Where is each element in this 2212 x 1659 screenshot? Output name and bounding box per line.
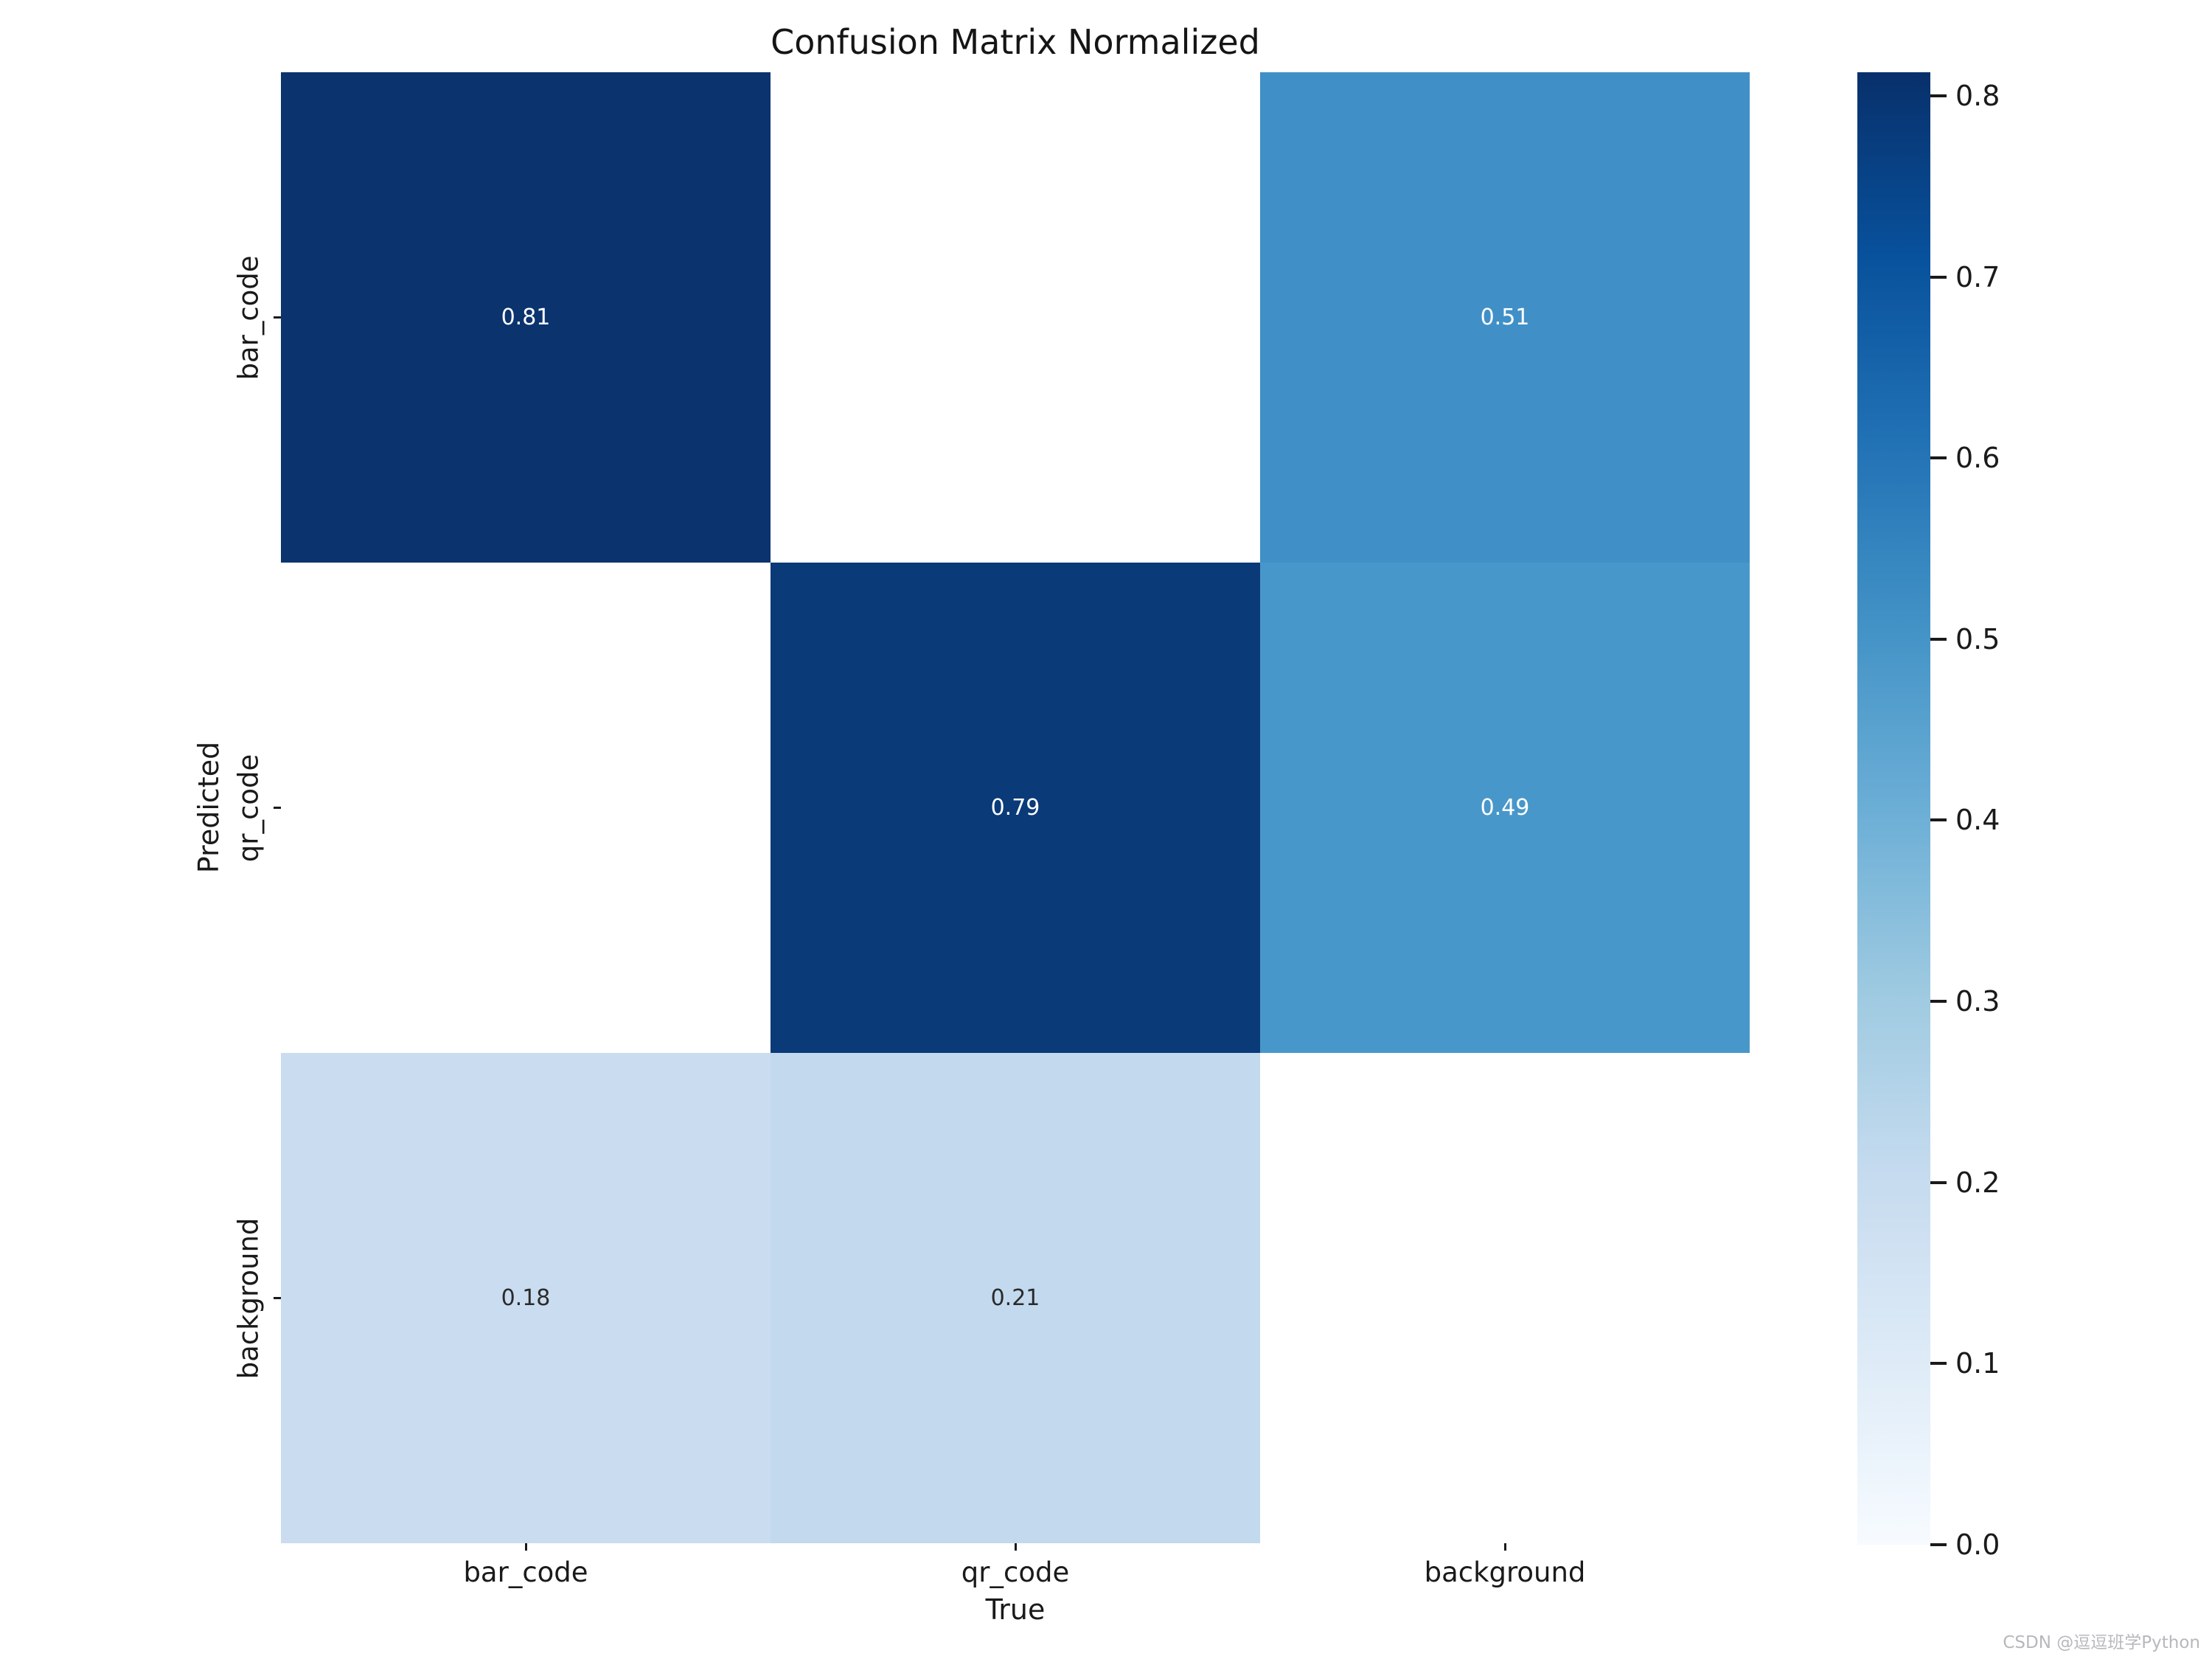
y-tick-mark [274,807,281,809]
colorbar-tick-mark [1930,1543,1947,1546]
colorbar-tick-label-0.8: 0.8 [1955,79,2000,112]
heatmap-cell-background-background [1260,1053,1750,1543]
y-tick-mark [274,316,281,319]
colorbar-tick-label-0.6: 0.6 [1955,442,2000,475]
colorbar-tick-mark [1930,1180,1947,1184]
x-tick-mark [1014,1543,1017,1551]
colorbar-tick-mark [1930,456,1947,460]
colorbar [1857,72,1930,1545]
colorbar-tick-mark [1930,94,1947,97]
colorbar-tick-label-0.4: 0.4 [1955,804,2000,837]
x-tick-mark [1503,1543,1506,1551]
y-axis-label: Predicted [192,741,225,874]
x-tick-label-background: background [1424,1557,1586,1588]
heatmap-cell-qr_code-qr_code: 0.79 [771,563,1260,1053]
x-tick-label-qr_code: qr_code [961,1557,1070,1588]
colorbar-tick-mark [1930,275,1947,279]
colorbar-tick-mark [1930,637,1947,641]
watermark: CSDN @逗逗班学Python [2003,1633,2200,1652]
chart-title: Confusion Matrix Normalized [771,22,1260,62]
heatmap-cell-bar_code-qr_code [771,72,1260,563]
y-tick-label-background: background [232,1217,265,1379]
colorbar-tick-mark [1930,818,1947,822]
y-tick-mark [274,1297,281,1299]
heatmap-cell-background-bar_code: 0.18 [281,1053,771,1543]
colorbar-tick-mark [1930,1000,1947,1004]
colorbar-tick-mark [1930,1362,1947,1366]
colorbar-tick-label-0.1: 0.1 [1955,1347,2000,1380]
colorbar-tick-label-0.2: 0.2 [1955,1166,2000,1199]
heatmap-cell-qr_code-background: 0.49 [1260,563,1750,1053]
y-tick-label-bar_code: bar_code [232,254,265,380]
colorbar-tick-label-0.3: 0.3 [1955,985,2000,1018]
colorbar-tick-label-0.0: 0.0 [1955,1528,2000,1561]
x-axis-label: True [985,1593,1046,1626]
heatmap-cell-bar_code-bar_code: 0.81 [281,72,771,563]
colorbar-tick-label-0.5: 0.5 [1955,622,2000,655]
x-tick-label-bar_code: bar_code [463,1557,588,1588]
x-tick-mark [524,1543,527,1551]
heatmap-axes: 0.81 0.51 0.79 0.49 0.18 0.21 [281,72,1750,1543]
heatmap-cell-qr_code-bar_code [281,563,771,1053]
heatmap-cell-background-qr_code: 0.21 [771,1053,1260,1543]
y-tick-label-qr_code: qr_code [232,754,265,862]
colorbar-tick-label-0.7: 0.7 [1955,260,2000,293]
heatmap-cell-bar_code-background: 0.51 [1260,72,1750,563]
